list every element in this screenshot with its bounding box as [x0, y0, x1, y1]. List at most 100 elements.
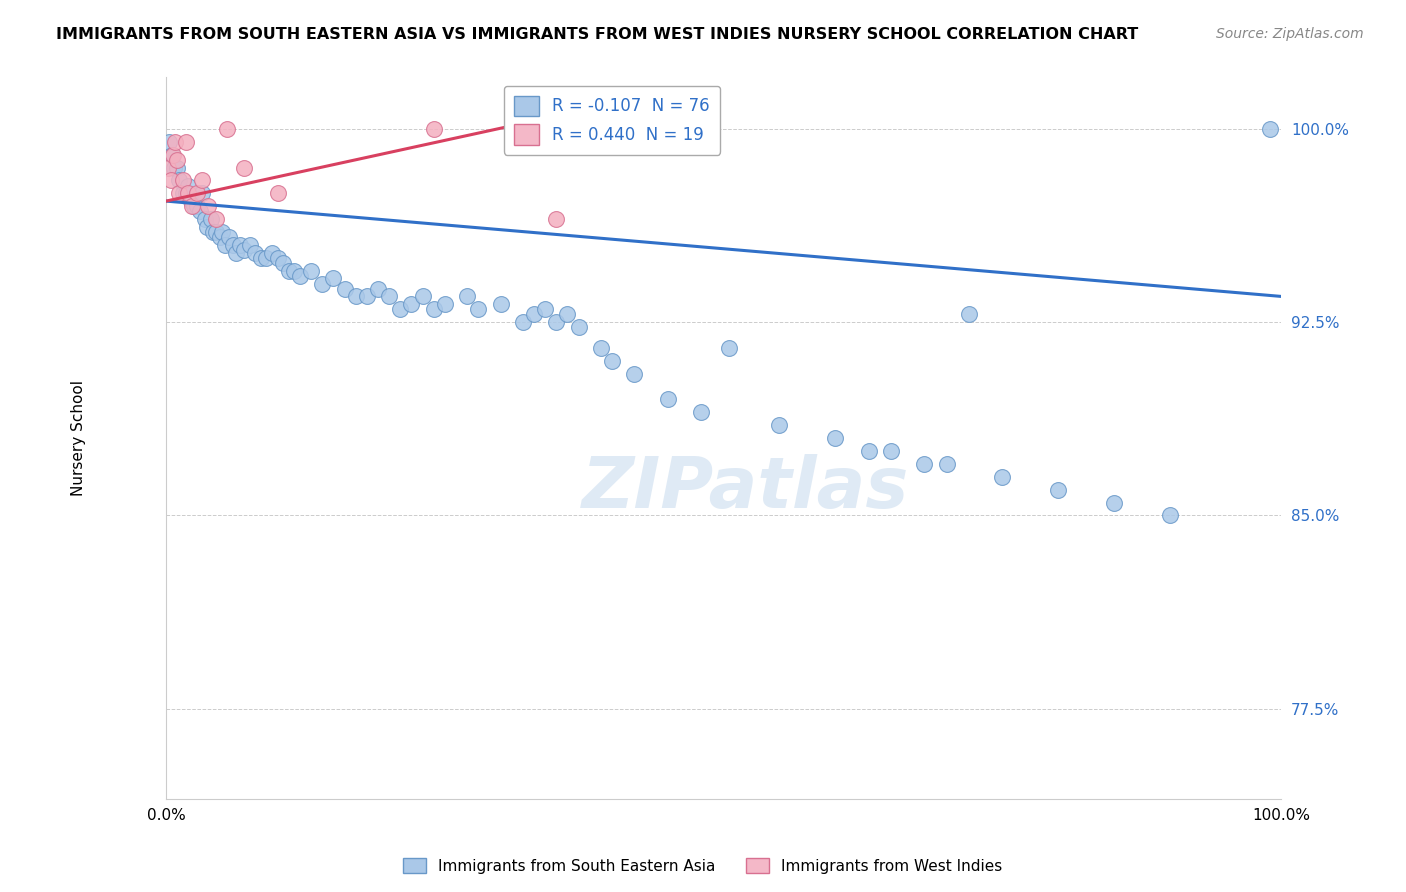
Point — [991, 469, 1014, 483]
Point — [191, 173, 214, 187]
Point — [194, 212, 217, 227]
Point — [200, 212, 222, 227]
Point — [180, 199, 202, 213]
Point — [233, 243, 256, 257]
Point — [163, 135, 186, 149]
Point — [174, 135, 197, 149]
Point — [183, 199, 205, 213]
Point — [311, 277, 333, 291]
Point — [1159, 508, 1181, 523]
Point — [266, 186, 288, 201]
Point — [288, 268, 311, 283]
Point — [256, 251, 278, 265]
Point — [367, 282, 389, 296]
Point — [1102, 495, 1125, 509]
Point — [456, 289, 478, 303]
Point — [211, 225, 233, 239]
Point — [201, 225, 224, 239]
Point — [322, 271, 344, 285]
Point — [250, 251, 273, 265]
Point — [690, 405, 713, 419]
Point — [271, 256, 294, 270]
Point — [623, 367, 645, 381]
Text: Source: ZipAtlas.com: Source: ZipAtlas.com — [1216, 27, 1364, 41]
Point — [546, 212, 568, 227]
Point — [277, 263, 299, 277]
Point — [344, 289, 367, 303]
Point — [568, 320, 591, 334]
Point — [657, 392, 679, 407]
Point — [186, 199, 208, 213]
Point — [880, 444, 903, 458]
Legend: R = -0.107  N = 76, R = 0.440  N = 19: R = -0.107 N = 76, R = 0.440 N = 19 — [505, 86, 720, 155]
Point — [222, 238, 245, 252]
Point — [163, 161, 186, 175]
Point — [188, 204, 211, 219]
Point — [177, 178, 200, 193]
Point — [166, 161, 188, 175]
Point — [174, 186, 197, 201]
Point — [935, 457, 957, 471]
Point — [186, 186, 208, 201]
Point — [600, 354, 623, 368]
Text: ZIPatlas: ZIPatlas — [582, 454, 910, 523]
Point — [299, 263, 322, 277]
Point — [159, 135, 181, 149]
Point — [1258, 122, 1281, 136]
Y-axis label: Nursery School: Nursery School — [72, 380, 86, 496]
Point — [523, 308, 546, 322]
Point — [401, 297, 423, 311]
Point — [239, 238, 262, 252]
Point — [195, 219, 218, 234]
Point — [768, 418, 790, 433]
Point — [824, 431, 846, 445]
Point — [266, 251, 288, 265]
Point — [412, 289, 434, 303]
Point — [283, 263, 305, 277]
Point — [356, 289, 378, 303]
Point — [512, 315, 534, 329]
Point — [191, 186, 214, 201]
Point — [233, 161, 256, 175]
Point — [467, 302, 489, 317]
Point — [1047, 483, 1070, 497]
Point — [172, 173, 194, 187]
Point — [260, 245, 283, 260]
Point — [172, 186, 194, 201]
Point — [433, 297, 456, 311]
Point — [214, 238, 236, 252]
Point — [218, 230, 240, 244]
Point — [180, 194, 202, 208]
Point — [160, 147, 183, 161]
Point — [333, 282, 356, 296]
Point — [205, 225, 228, 239]
Point — [378, 289, 401, 303]
Point — [858, 444, 880, 458]
Text: IMMIGRANTS FROM SOUTH EASTERN ASIA VS IMMIGRANTS FROM WEST INDIES NURSERY SCHOOL: IMMIGRANTS FROM SOUTH EASTERN ASIA VS IM… — [56, 27, 1139, 42]
Point — [589, 341, 612, 355]
Point — [489, 297, 512, 311]
Point — [225, 245, 247, 260]
Point — [197, 199, 219, 213]
Point — [177, 186, 200, 201]
Point — [546, 315, 568, 329]
Point — [422, 302, 444, 317]
Point — [228, 238, 250, 252]
Point — [389, 302, 412, 317]
Point — [245, 245, 267, 260]
Point — [557, 308, 579, 322]
Point — [166, 153, 188, 167]
Point — [208, 230, 231, 244]
Point — [718, 341, 741, 355]
Point — [205, 212, 228, 227]
Point — [534, 302, 557, 317]
Point — [169, 173, 191, 187]
Point — [157, 161, 180, 175]
Point — [169, 186, 191, 201]
Point — [162, 147, 184, 161]
Point — [159, 173, 181, 187]
Legend: Immigrants from South Eastern Asia, Immigrants from West Indies: Immigrants from South Eastern Asia, Immi… — [396, 852, 1010, 880]
Point — [912, 457, 935, 471]
Point — [422, 122, 444, 136]
Point — [957, 308, 980, 322]
